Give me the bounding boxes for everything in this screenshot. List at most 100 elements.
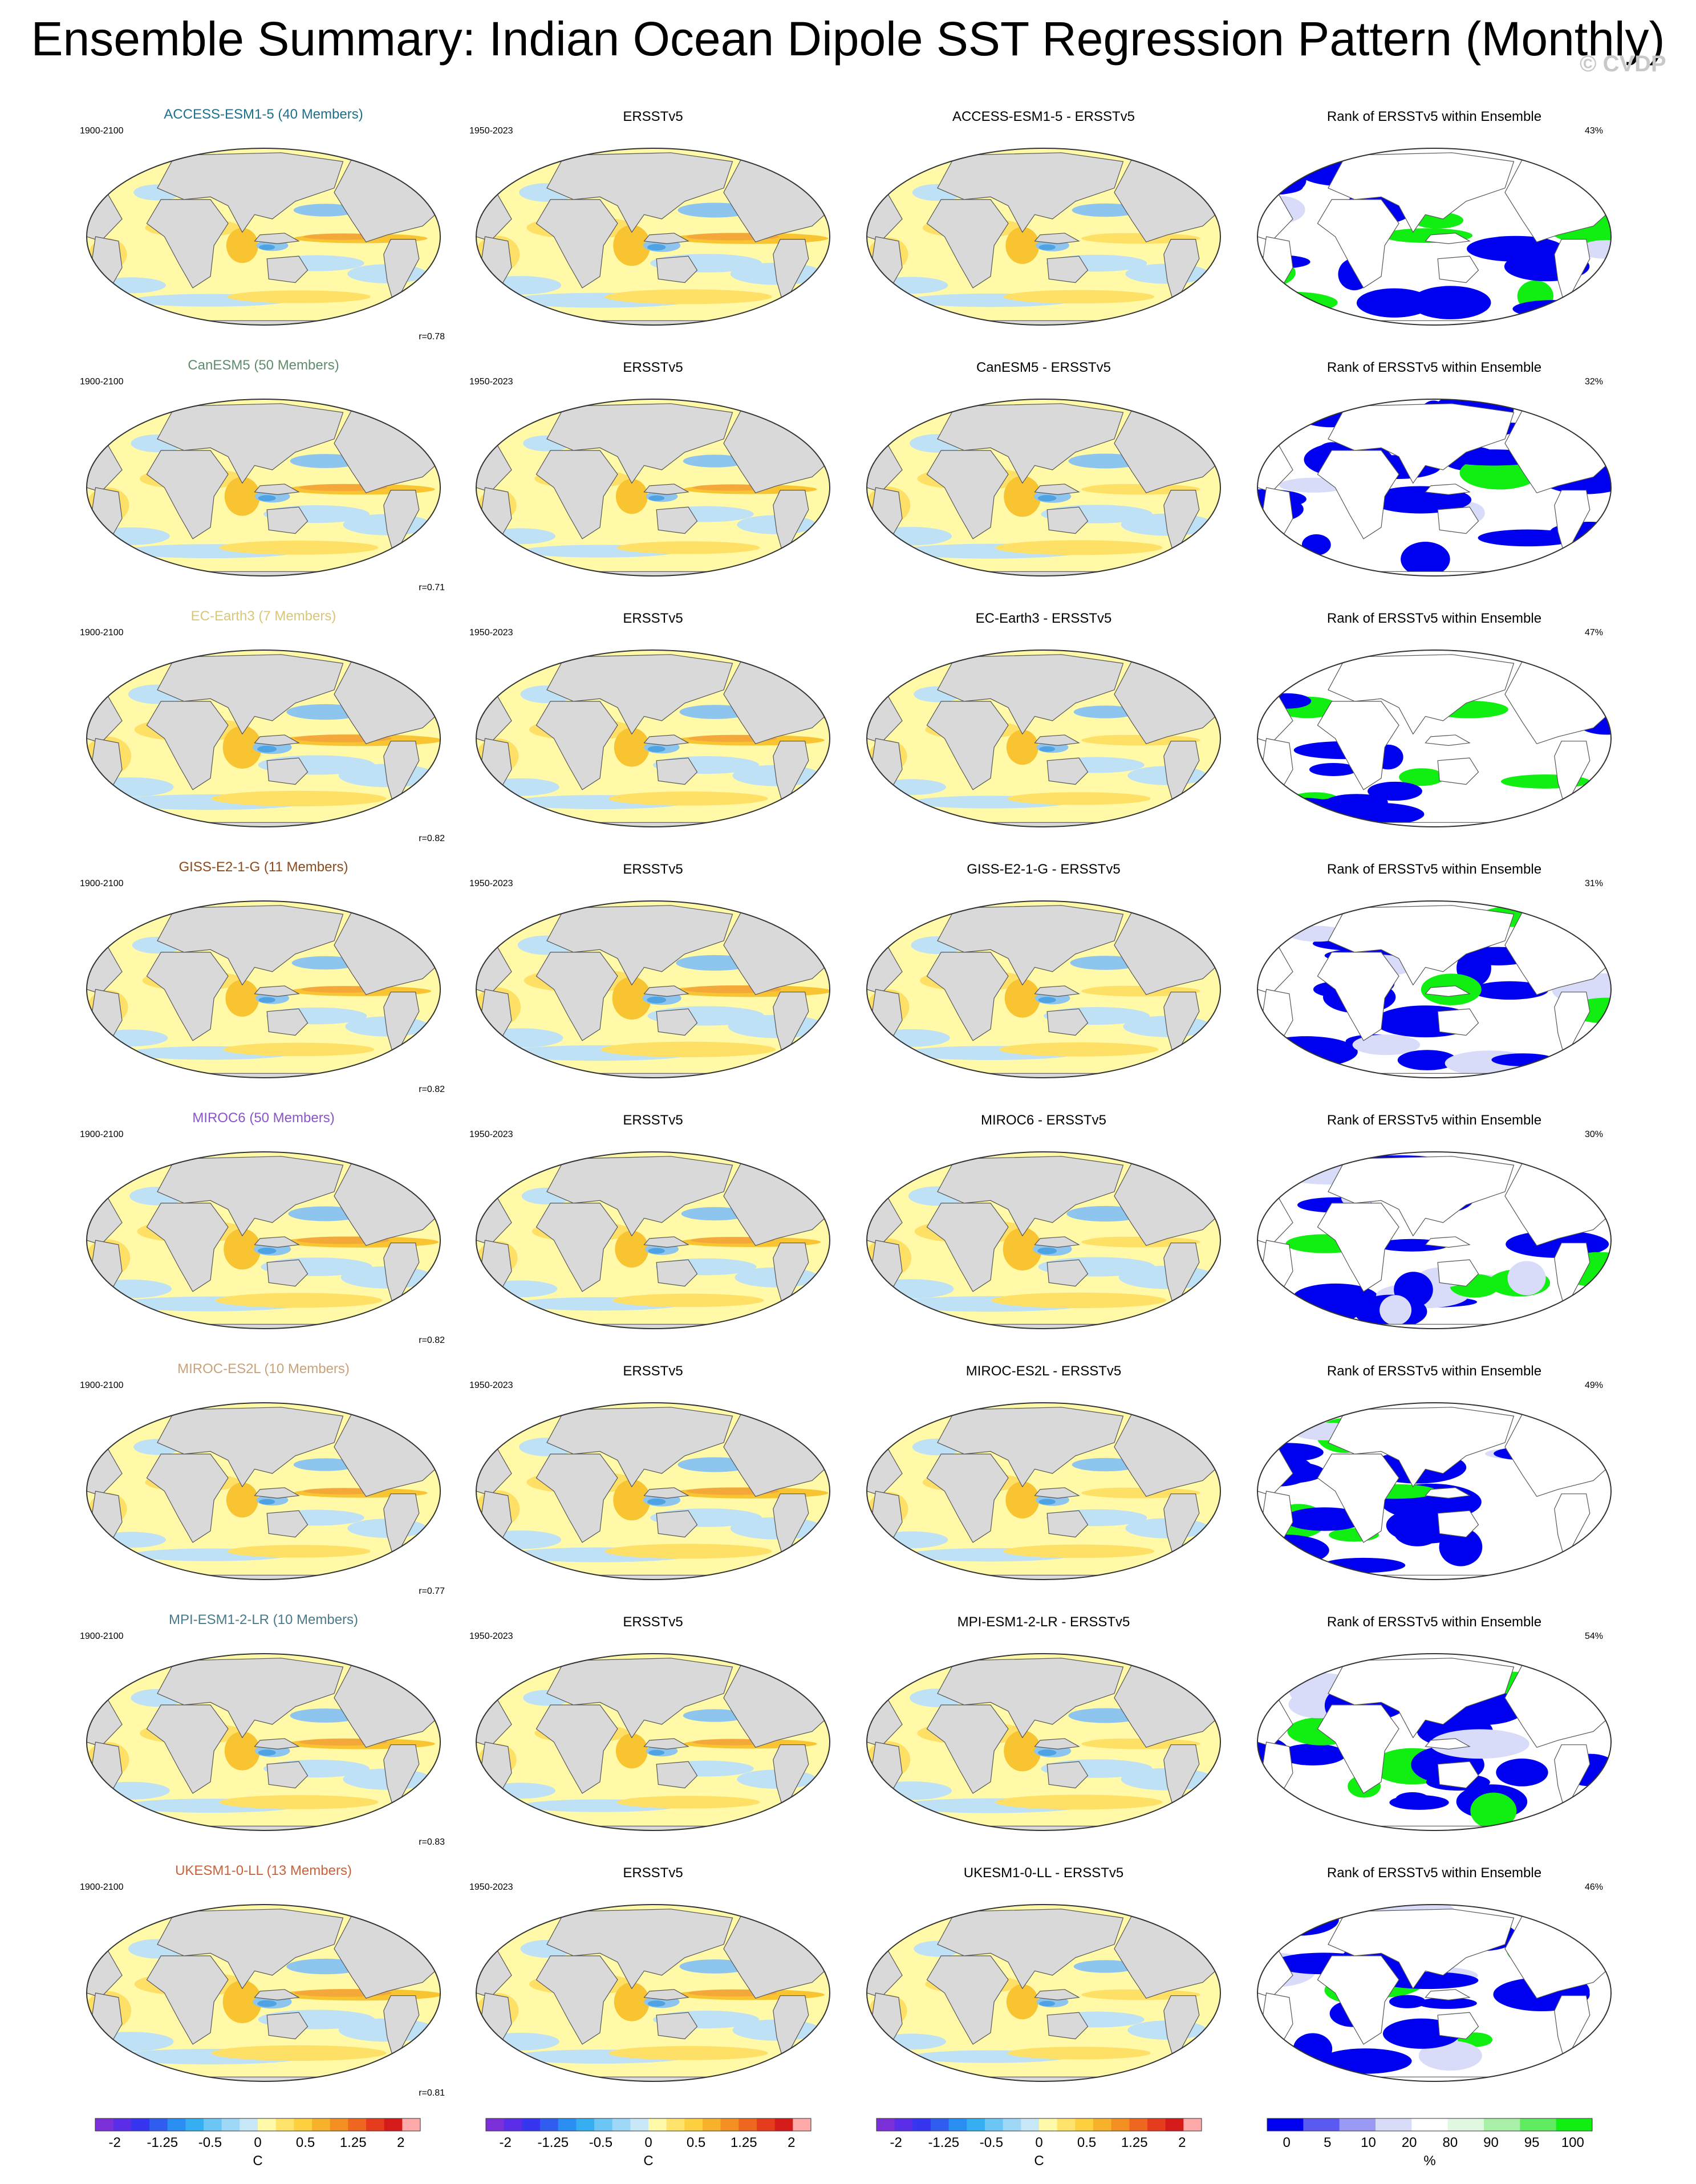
sst-anomaly-region: [1072, 1458, 1139, 1472]
land-samWest: [90, 989, 123, 1052]
sst-anomaly-region: [1004, 979, 1040, 1018]
colorbar-swatch: [95, 2118, 114, 2131]
rank-region: [1503, 237, 1556, 252]
sst-anomaly-region: [211, 2045, 387, 2061]
rank-region: [1257, 2050, 1306, 2063]
land-eurasia: [546, 905, 733, 986]
land-greenland: [793, 1155, 827, 1170]
panel-row: MIROC-ES2L (10 Members) ERSSTv5 MIROC-ES2L…: [80, 1361, 1612, 1596]
land-eurasia: [937, 1407, 1124, 1488]
rank-panel-title: Rank of ERSSTv5 within Ensemble: [1327, 109, 1541, 124]
rank-percent-label: 31%: [1585, 879, 1603, 888]
rank-region: [1257, 291, 1338, 314]
colorbar-swatch: [985, 2118, 1004, 2131]
land-africa: [1317, 1203, 1399, 1292]
land-samWest: [90, 487, 123, 550]
colorbar-tick-label: 100: [1561, 2135, 1584, 2150]
pattern-correlation-label: r=0.78: [419, 332, 445, 342]
colorbar-swatch: [294, 2118, 313, 2131]
land-africa: [535, 1955, 618, 2045]
rank-region: [1577, 924, 1611, 940]
land-australia: [656, 1259, 698, 1287]
rank-region: [1257, 1535, 1329, 1566]
land-eurasia: [157, 1156, 344, 1237]
sst-anomaly-region: [995, 1795, 1163, 1810]
map-border: [1257, 900, 1612, 1078]
map-content: [867, 650, 1220, 827]
colorbar-swatch: [384, 2118, 403, 2131]
obs-map: [476, 1904, 830, 2082]
model-panel-title: MIROC-ES2L (10 Members): [177, 1361, 350, 1377]
rank-map: [1257, 1402, 1612, 1580]
watermark: © CVDP: [1580, 51, 1666, 76]
land-greenland: [404, 1406, 437, 1421]
land-africa: [146, 1203, 229, 1292]
sst-anomaly-region: [211, 790, 387, 807]
rank-region: [1389, 1795, 1449, 1810]
colorbar-swatch: [113, 2118, 132, 2131]
pattern-correlation-label: r=0.83: [419, 1837, 445, 1847]
rank-region: [1491, 1053, 1556, 1066]
rank-region: [1401, 542, 1450, 576]
land-greenland: [1575, 1907, 1608, 1923]
map-border: [866, 1402, 1221, 1580]
sst-anomaly-region: [614, 728, 650, 767]
colorbar-swatch: [558, 2118, 577, 2131]
land-greenland: [1184, 1155, 1218, 1170]
colorbar-swatch: [167, 2118, 186, 2131]
land-australia: [266, 506, 309, 534]
pattern-correlation-label: r=0.77: [419, 1586, 445, 1596]
land-eurasia: [937, 905, 1124, 986]
map-border: [1257, 1402, 1612, 1580]
land-maritime: [1425, 1236, 1471, 1248]
colorbar-swatch: [1039, 2118, 1058, 2131]
land-australia: [656, 757, 698, 785]
rank-region: [1321, 1557, 1406, 1573]
sst-anomaly-region: [870, 1781, 952, 1800]
land-eurasia: [157, 1407, 344, 1488]
colorbar-swatch: [1165, 2118, 1184, 2131]
land-antarctica: [1284, 822, 1585, 827]
land-greenland: [793, 1657, 827, 1672]
figure-title: Ensemble Summary: Indian Ocean Dipole SS…: [31, 12, 1665, 66]
obs-period-label: 1950-2023: [469, 126, 513, 136]
sst-anomaly-region: [88, 2032, 174, 2052]
colorbar-swatch: [1129, 2118, 1148, 2131]
sst-anomaly-region: [1006, 729, 1038, 765]
land-greenland: [1575, 1155, 1608, 1170]
colorbar-swatch: [1376, 2118, 1412, 2131]
rank-region: [1512, 300, 1594, 318]
map-border: [1257, 399, 1612, 577]
rank-percent-label: 49%: [1585, 1381, 1603, 1390]
rank-region: [1257, 789, 1289, 806]
map-content: [1257, 148, 1611, 325]
land-greenland: [1184, 1406, 1218, 1421]
land-maritime: [1425, 233, 1471, 245]
land-eurasia: [546, 1407, 733, 1488]
land-africa: [926, 1454, 1009, 1543]
land-africa: [1317, 952, 1399, 1041]
land-maritime: [1034, 1236, 1080, 1248]
land-australia: [656, 2012, 698, 2040]
land-australia: [656, 255, 698, 283]
land-eurasia: [157, 1658, 344, 1739]
land-samWest: [90, 1491, 123, 1554]
sst-anomaly-region: [1007, 792, 1151, 805]
model-period-label: 1900-2100: [80, 1130, 124, 1139]
colorbar-swatch: [630, 2118, 649, 2131]
land-eurasia: [157, 1909, 344, 1990]
land-greenland: [793, 904, 827, 919]
sst-anomaly-region: [614, 1982, 650, 2021]
land-greenland: [404, 904, 437, 919]
land-antarctica: [893, 1574, 1194, 1580]
land-antarctica: [113, 320, 414, 325]
land-samWest: [90, 1240, 123, 1303]
model-period-label: 1900-2100: [80, 1631, 124, 1641]
colorbar-tick-label: -1.25: [147, 2135, 178, 2150]
rank-region: [1257, 179, 1303, 196]
land-maritime: [254, 233, 300, 245]
land-australia: [656, 1761, 698, 1789]
model-panel-title: MPI-ESM1-2-LR (10 Members): [169, 1612, 358, 1627]
land-australia: [656, 506, 698, 534]
sst-anomaly-region: [1088, 233, 1159, 241]
